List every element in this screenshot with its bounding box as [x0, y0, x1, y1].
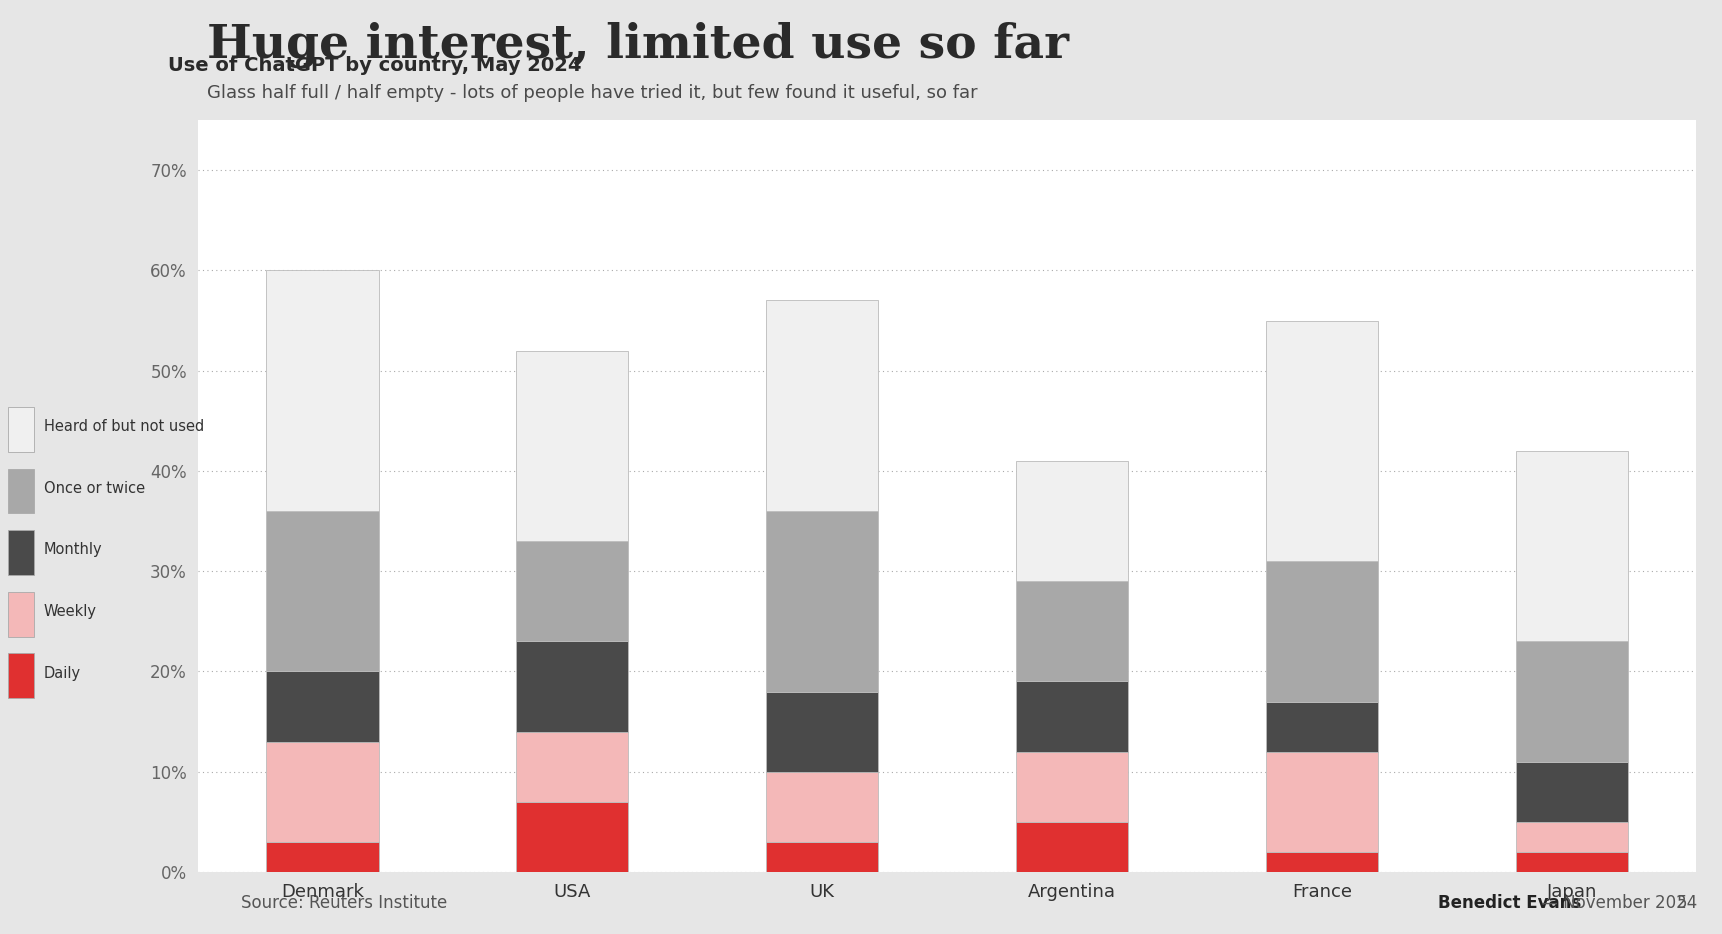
Bar: [267, 271, 379, 511]
Text: 5: 5: [1677, 894, 1688, 912]
Text: Source: Reuters Institute: Source: Reuters Institute: [241, 894, 448, 912]
Text: Glass half full / half empty - lots of people have tried it, but few found it us: Glass half full / half empty - lots of p…: [207, 84, 978, 102]
Bar: [766, 771, 878, 842]
Bar: [517, 731, 629, 801]
Bar: [1515, 822, 1627, 852]
Bar: [267, 511, 379, 672]
Bar: [7, 592, 34, 637]
Bar: [766, 511, 878, 691]
Bar: [1515, 852, 1627, 872]
Text: Use of ChatGPT by country, May 2024: Use of ChatGPT by country, May 2024: [169, 56, 582, 75]
Text: — November 2024: — November 2024: [1536, 894, 1698, 912]
Bar: [517, 642, 629, 731]
Text: Benedict Evans: Benedict Evans: [1438, 894, 1581, 912]
Bar: [766, 301, 878, 511]
Bar: [1515, 762, 1627, 822]
Bar: [1016, 460, 1128, 581]
Bar: [1016, 822, 1128, 872]
Bar: [1266, 320, 1378, 561]
Bar: [1266, 752, 1378, 852]
Bar: [1016, 752, 1128, 822]
Bar: [1016, 581, 1128, 682]
Bar: [517, 350, 629, 541]
Bar: [7, 407, 34, 452]
Bar: [1266, 561, 1378, 701]
Text: Once or twice: Once or twice: [43, 481, 145, 496]
Text: Daily: Daily: [43, 666, 81, 681]
Bar: [517, 541, 629, 642]
Bar: [766, 842, 878, 872]
Bar: [1515, 451, 1627, 642]
Text: Heard of but not used: Heard of but not used: [43, 419, 203, 434]
Bar: [766, 691, 878, 771]
Text: Weekly: Weekly: [43, 604, 96, 619]
Bar: [267, 842, 379, 872]
Bar: [7, 531, 34, 575]
Bar: [517, 801, 629, 872]
Bar: [267, 672, 379, 742]
Text: Huge interest, limited use so far: Huge interest, limited use so far: [207, 21, 1069, 68]
Bar: [1266, 852, 1378, 872]
Bar: [1515, 642, 1627, 762]
Bar: [7, 469, 34, 514]
Bar: [1266, 701, 1378, 752]
Bar: [267, 742, 379, 842]
Bar: [1016, 682, 1128, 752]
Text: Monthly: Monthly: [43, 543, 102, 558]
Bar: [7, 654, 34, 699]
